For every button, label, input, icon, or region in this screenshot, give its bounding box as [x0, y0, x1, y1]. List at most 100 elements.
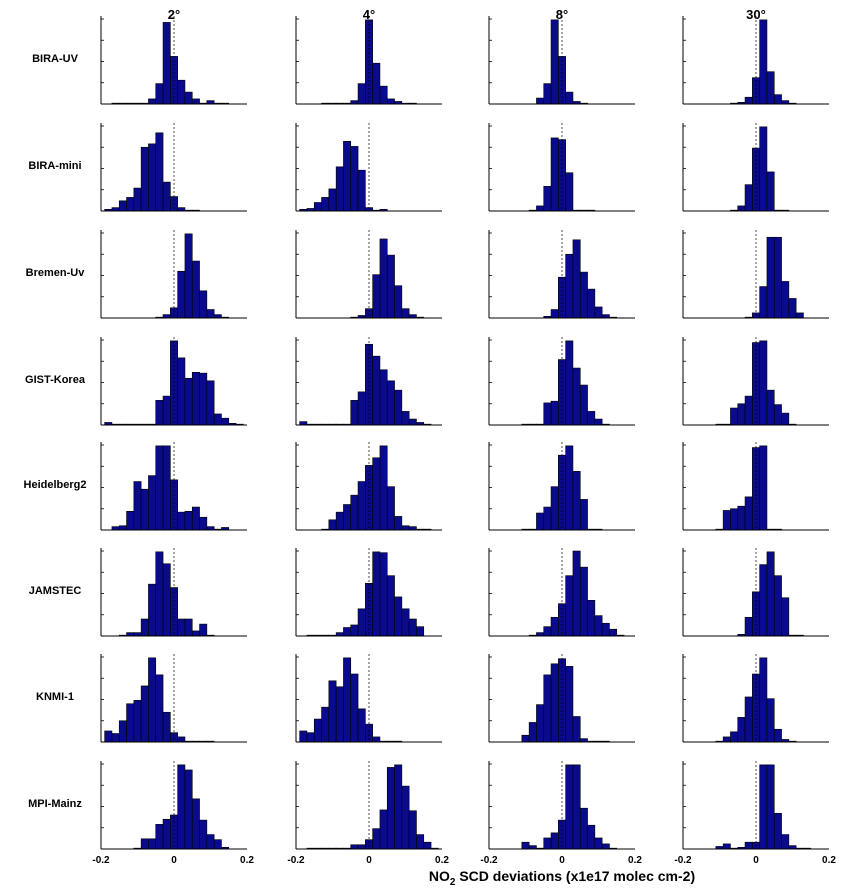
histogram-bar: [206, 380, 215, 426]
x-tick-label: 0: [559, 855, 565, 866]
histogram-bar: [788, 845, 797, 850]
histogram-bar: [140, 488, 149, 531]
x-tick-label: 0: [366, 855, 372, 866]
histogram-bar: [737, 717, 746, 743]
histogram-bar: [162, 563, 171, 637]
histogram-bar: [170, 814, 178, 850]
histogram-bar: [299, 421, 308, 426]
histogram-panel: [100, 654, 247, 743]
histogram-bar: [177, 618, 186, 637]
histogram-bar: [206, 309, 215, 319]
histogram-bar: [781, 281, 790, 319]
histogram-bar: [213, 314, 222, 319]
histogram-bar: [328, 188, 337, 212]
histogram-bar: [335, 686, 344, 743]
histogram-bar: [321, 706, 330, 743]
histogram-bar: [744, 696, 753, 743]
histogram-bar: [177, 79, 186, 105]
histogram-bar: [140, 146, 149, 212]
histogram-bar: [306, 732, 315, 743]
histogram-bar: [572, 367, 581, 426]
x-tick-label: 0.2: [628, 855, 642, 866]
x-tick-label: -0.2: [287, 855, 305, 866]
histogram-bar: [118, 720, 127, 743]
histogram-bar: [343, 657, 352, 743]
histogram-bar: [365, 343, 373, 426]
x-axis-label-rest: SCD deviations (x1e17 molec cm-2): [455, 868, 695, 884]
histogram-bar: [372, 736, 381, 743]
histogram-bar: [521, 841, 530, 850]
histogram-panel: [682, 654, 829, 743]
histogram-bar: [162, 395, 171, 426]
histogram-bar: [759, 764, 768, 850]
histogram-bar: [401, 525, 410, 531]
histogram-panel: [682, 230, 829, 319]
histogram-bar: [133, 481, 142, 531]
histogram-bar: [126, 197, 135, 212]
histogram-bar: [781, 412, 790, 426]
histogram-bar: [773, 94, 782, 105]
histogram-bar: [543, 837, 552, 850]
histogram-bar: [213, 839, 222, 850]
histogram-bar: [357, 481, 366, 531]
histogram-bar: [184, 618, 193, 637]
histogram-bar: [565, 445, 574, 531]
histogram-bar: [386, 486, 395, 531]
histogram-bar: [206, 526, 215, 531]
histogram-bar: [118, 200, 127, 212]
histogram-bar: [543, 186, 552, 212]
histogram-bar: [184, 510, 193, 531]
histogram-bar: [572, 550, 581, 637]
histogram-bar: [155, 445, 164, 531]
histogram-bar: [343, 627, 352, 637]
histogram-bar: [579, 384, 588, 426]
histogram-bar: [299, 730, 308, 743]
histogram-bar: [550, 400, 559, 426]
histogram-bar: [521, 734, 530, 743]
histogram-bar: [111, 526, 120, 531]
histogram-bar: [350, 844, 359, 850]
histogram-bar: [148, 583, 157, 637]
histogram-bar: [357, 83, 366, 105]
x-axis-label-main: NO: [429, 868, 450, 884]
histogram-bar: [372, 62, 381, 105]
histogram-bar: [543, 506, 552, 531]
histogram-panel: [100, 230, 247, 319]
histogram-bar: [594, 418, 603, 426]
histogram-bar: [379, 552, 388, 637]
histogram-panel: [682, 16, 829, 105]
histogram-bar: [766, 389, 775, 426]
histogram-bar: [126, 632, 135, 637]
column-title: 30°: [746, 7, 766, 22]
histogram-bar: [744, 496, 753, 531]
histogram-bar: [579, 566, 588, 637]
histogram-bar: [184, 91, 193, 105]
histogram-bar: [199, 372, 208, 426]
histogram-bar: [155, 551, 164, 637]
histogram-bar: [191, 260, 200, 319]
histogram-bar: [766, 171, 775, 212]
histogram-bar: [199, 623, 208, 637]
histogram-bar: [372, 274, 381, 319]
histogram-bar: [335, 511, 344, 531]
histogram-bar: [401, 608, 410, 637]
histogram-bar: [766, 698, 775, 743]
histogram-bar: [408, 314, 417, 319]
histogram-bar: [572, 716, 581, 743]
histogram-bar: [565, 575, 574, 637]
histogram-panels: [100, 16, 829, 850]
histogram-bar: [372, 355, 381, 426]
histogram-panel: [295, 337, 442, 426]
histogram-bar: [321, 197, 330, 212]
histogram-bar: [737, 403, 746, 426]
histogram-bar: [759, 286, 768, 319]
histogram-bar: [550, 19, 559, 105]
row-label: KNMI-1: [36, 691, 74, 703]
row-labels: BIRA-UV BIRA-mini Bremen-Uv GIST-Korea H…: [24, 53, 87, 810]
histogram-bar: [111, 733, 120, 743]
histogram-bar: [730, 508, 739, 531]
histogram-bar: [572, 239, 581, 319]
histogram-bar: [401, 308, 410, 319]
histogram-bar: [177, 207, 186, 212]
histogram-bar: [162, 818, 171, 850]
